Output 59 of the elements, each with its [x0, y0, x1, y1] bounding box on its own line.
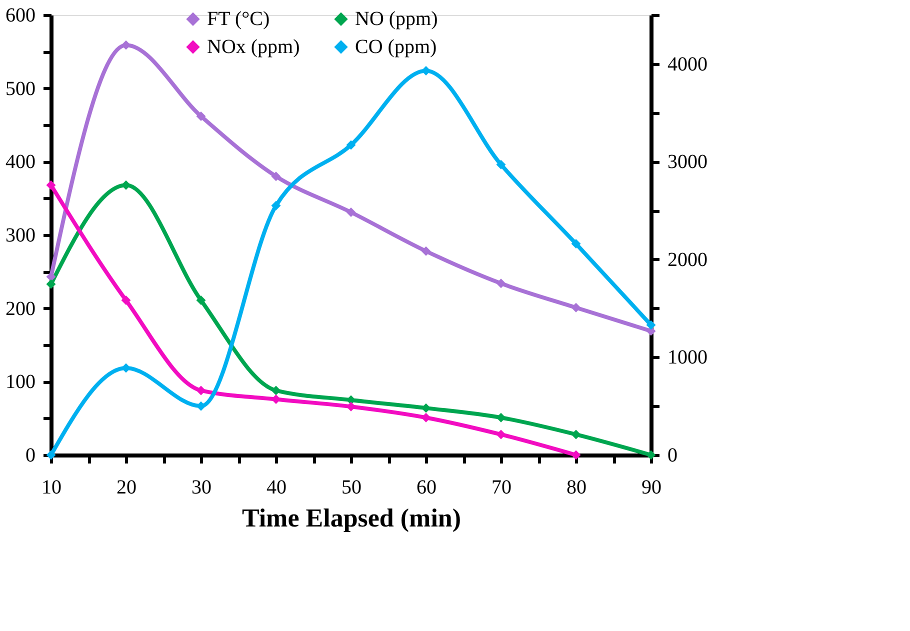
point [421, 412, 431, 422]
y-tick-label: 500 [6, 78, 36, 100]
point [496, 412, 506, 422]
legend-label: NO (ppm) [355, 8, 438, 30]
y-tick-label: 100 [6, 371, 36, 394]
point [346, 395, 356, 405]
point [121, 296, 131, 306]
point [196, 296, 206, 306]
point [121, 363, 131, 373]
point [571, 450, 581, 460]
point [646, 450, 656, 460]
point [271, 386, 281, 396]
x-tick-label: 10 [42, 476, 62, 498]
point [421, 246, 431, 256]
point [421, 66, 431, 76]
point [571, 430, 581, 440]
y2-tick-label: 3000 [668, 151, 708, 174]
point [121, 180, 131, 190]
y2-tick-label: 2000 [668, 248, 708, 271]
point [196, 401, 206, 411]
y2-tick-label: 0 [668, 444, 678, 466]
x-axis-title: Time Elapsed (min) [242, 504, 462, 532]
legend-label: CO (ppm) [355, 36, 437, 58]
point [346, 140, 356, 150]
x-tick-label: 90 [642, 476, 662, 498]
point [196, 386, 206, 396]
point [421, 403, 431, 413]
point [646, 320, 656, 330]
legend-label: NOx (ppm) [207, 36, 300, 58]
point [196, 111, 206, 121]
point [46, 450, 56, 460]
x-tick-label: 30 [192, 476, 212, 498]
x-tick-label: 70 [492, 476, 512, 498]
y-tick-label: 300 [6, 224, 36, 246]
y-tick-label: 400 [6, 151, 36, 174]
point [346, 208, 356, 218]
y-tick-label: 0 [26, 444, 36, 466]
point [346, 402, 356, 412]
point [571, 239, 581, 249]
point [46, 279, 56, 289]
point [496, 430, 506, 440]
y-tick-label: 600 [6, 4, 36, 26]
x-tick-label: 40 [266, 476, 286, 498]
point [271, 394, 281, 404]
y2-tick-label: 4000 [668, 53, 708, 76]
point [46, 180, 56, 190]
x-tick-label: 50 [342, 476, 362, 498]
point [496, 278, 506, 288]
point [271, 172, 281, 182]
y-tick-label: 200 [6, 298, 36, 320]
point [496, 160, 506, 170]
legend-label: FT (°C) [207, 8, 270, 30]
x-tick-label: 20 [116, 476, 136, 498]
point [571, 302, 581, 312]
y2-tick-label: 1000 [668, 346, 708, 369]
point [271, 200, 281, 210]
point [46, 272, 56, 282]
x-tick-label: 60 [416, 476, 436, 498]
x-tick-label: 80 [566, 476, 586, 498]
